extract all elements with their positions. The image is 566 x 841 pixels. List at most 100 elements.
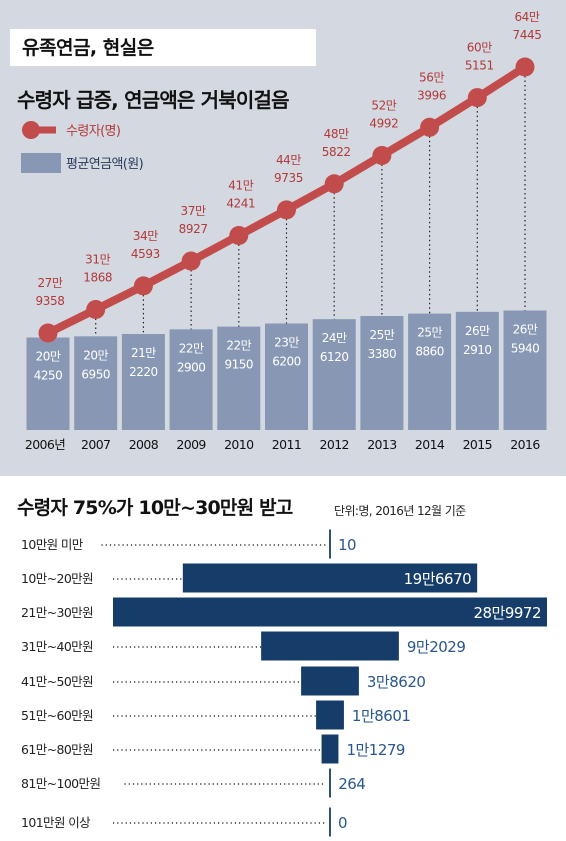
- line-value-label: 4241: [226, 197, 255, 211]
- recipients-point: [515, 57, 535, 77]
- line-value-label: 9358: [36, 294, 65, 308]
- distribution-value-label: 28만9972: [473, 604, 541, 622]
- category-label: 41만~50만원: [21, 674, 93, 689]
- distribution-value-label: 10: [338, 536, 356, 554]
- legend-recipients-label: 수령자(명): [66, 124, 120, 139]
- bar-value-label: 6120: [320, 350, 349, 364]
- distribution-value-label: 1만8601: [352, 707, 411, 725]
- bar-value-label: 26만: [465, 324, 490, 338]
- bar-value-label: 23만: [274, 336, 299, 350]
- recipients-point: [229, 226, 249, 246]
- bar-value-label: 25만: [369, 328, 394, 342]
- bar-value-label: 26만: [513, 323, 538, 337]
- bar-value-label: 3380: [368, 347, 397, 361]
- category-label: 81만~100만원: [21, 776, 100, 791]
- x-axis-label: 2009: [176, 437, 206, 452]
- line-value-label: 56만: [419, 70, 444, 84]
- recipients-point: [420, 117, 440, 137]
- category-label: 10만~20만원: [21, 571, 93, 586]
- legend-bar-swatch: [21, 153, 61, 173]
- recipients-point: [133, 276, 153, 296]
- category-label: 101만원 이상: [21, 815, 91, 830]
- bar-value-label: 2900: [177, 360, 206, 374]
- recipients-point: [181, 251, 201, 271]
- category-label: 51만~60만원: [21, 708, 93, 723]
- line-value-label: 60만: [467, 41, 492, 55]
- bar-value-label: 2220: [129, 365, 158, 379]
- line-value-label: 9735: [274, 171, 303, 185]
- avg-pension-bar: [26, 337, 70, 430]
- bar-value-label: 8860: [415, 345, 444, 359]
- avg-pension-bar: [503, 310, 547, 430]
- distribution-bar: [321, 734, 339, 764]
- bar-value-label: 22만: [226, 339, 251, 353]
- line-value-label: 8927: [179, 222, 208, 236]
- bar-value-label: 20만: [83, 348, 108, 362]
- line-value-label: 4992: [369, 116, 398, 130]
- line-value-label: 64만: [514, 10, 539, 24]
- line-value-label: 7445: [513, 28, 542, 42]
- header-box: [10, 29, 316, 66]
- line-value-label: 5151: [465, 59, 494, 73]
- category-label: 21만~30만원: [21, 605, 93, 620]
- bar-value-label: 6950: [81, 367, 110, 381]
- avg-pension-bar: [360, 315, 404, 430]
- line-value-label: 4593: [131, 247, 160, 261]
- distribution-bar: [261, 631, 399, 661]
- recipients-point: [324, 174, 344, 194]
- recipients-point: [86, 300, 106, 320]
- x-axis-label: 2016: [510, 437, 540, 452]
- distribution-value-label: 0: [338, 814, 347, 832]
- x-axis-label: 2010: [224, 437, 254, 452]
- bar-value-label: 2910: [463, 343, 492, 357]
- bar-value-label: 4250: [34, 369, 63, 383]
- avg-pension-bar: [74, 336, 118, 430]
- avg-pension-bar: [169, 329, 213, 430]
- avg-pension-bar: [312, 319, 356, 430]
- avg-pension-bar: [121, 334, 165, 430]
- distribution-bar: [316, 700, 344, 730]
- line-value-label: 5822: [322, 145, 351, 159]
- distribution-bar: [182, 563, 478, 593]
- bar-value-label: 9150: [225, 358, 254, 372]
- line-value-label: 27만: [37, 276, 62, 290]
- x-axis-label: 2007: [81, 437, 110, 452]
- category-label: 31만~40만원: [21, 639, 93, 654]
- avg-pension-bar: [455, 311, 499, 430]
- top-chart-title: 수령자 급증, 연금액은 거북이걸음: [17, 88, 289, 112]
- x-axis-label: 2014: [415, 437, 445, 452]
- distribution-value-label: 264: [338, 775, 365, 793]
- line-value-label: 41만: [228, 179, 253, 193]
- bar-value-label: 21만: [131, 346, 156, 360]
- recipients-point: [467, 88, 487, 108]
- legend-line-marker: [22, 121, 40, 139]
- line-value-label: 37만: [181, 204, 206, 218]
- top-chart: 20만 4250 20만 6950 21만 2220 22만 2900 22만 9150 23만 62…: [21, 10, 547, 452]
- bottom-chart-title: 수령자 75%가 10만~30만원 받고: [17, 497, 293, 519]
- bar-value-label: 25만: [417, 326, 442, 340]
- x-axis-label: 2008: [129, 437, 159, 452]
- x-axis-label: 2013: [367, 437, 396, 452]
- legend-pension-label: 평균연금액(원): [66, 157, 143, 172]
- bar-value-label: 20만: [36, 350, 61, 364]
- avg-pension-bar: [217, 326, 261, 430]
- line-value-label: 34만: [133, 229, 158, 243]
- distribution-bar: [113, 597, 547, 627]
- x-axis-label: 2012: [319, 437, 348, 452]
- line-value-label: 52만: [371, 98, 396, 112]
- distribution-value-label: 19만6670: [404, 570, 472, 588]
- bar-value-label: 22만: [179, 341, 204, 355]
- distribution-bar: [301, 666, 359, 696]
- line-value-label: 44만: [276, 153, 301, 167]
- bar-value-label: 6200: [272, 355, 301, 369]
- avg-pension-bar: [408, 313, 452, 430]
- x-axis-label: 2015: [463, 437, 492, 452]
- category-label: 61만~80만원: [21, 742, 93, 757]
- bar-value-label: 24만: [322, 331, 347, 345]
- distribution-value-label: 1만1279: [346, 741, 405, 759]
- bar-value-label: 5940: [511, 342, 540, 356]
- distribution-value-label: 3만8620: [367, 673, 426, 691]
- line-value-label: 48만: [324, 127, 349, 141]
